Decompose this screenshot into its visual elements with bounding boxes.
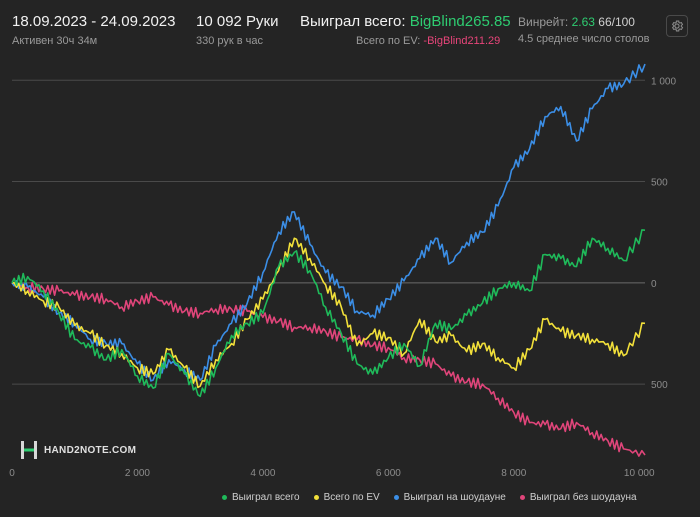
y-tick-label: 500 — [651, 178, 668, 189]
x-tick-label: 8 000 — [501, 468, 526, 479]
y-tick-label: 500 — [651, 380, 668, 391]
legend-dot — [313, 495, 319, 500]
hand2note-logo-icon — [21, 441, 37, 459]
total-won: Выиграл всего: BigBlind265.85 — [300, 13, 511, 30]
legend-label: Выиграл без шоудауна — [529, 492, 637, 503]
total-ev: Всего по EV: -BigBlind211.29 — [356, 35, 500, 47]
date-range: 18.09.2023 - 24.09.2023 — [12, 13, 176, 30]
hands-count: 10 092 Руки — [196, 13, 279, 30]
x-tick-label: 6 000 — [376, 468, 401, 479]
total-ev-value: -BigBlind211.29 — [423, 35, 501, 47]
series-line-non-showdown — [11, 281, 646, 457]
legend-item-won[interactable]: Выиграл всего — [222, 492, 300, 503]
series-line-won — [11, 229, 646, 398]
settings-button[interactable] — [666, 15, 688, 37]
grid — [12, 79, 645, 385]
legend-label: Всего по EV — [323, 492, 380, 503]
legend-label: Выиграл на шоудауне — [403, 492, 506, 503]
total-ev-label: Всего по EV: — [356, 35, 421, 47]
logo-text: HAND2NOTE.COM — [44, 444, 137, 456]
x-tick-label: 0 — [9, 468, 15, 479]
x-tick-label: 10 000 — [624, 468, 655, 479]
x-tick-label: 2 000 — [125, 468, 150, 479]
avg-tables: 4.5 среднее число столов — [518, 33, 650, 45]
legend-label: Выиграл всего — [232, 492, 300, 503]
gear-icon — [671, 20, 684, 32]
active-time: Активен 30ч 34м — [12, 35, 98, 47]
legend: Выиграл всего Всего по EV Выиграл на шоуда… — [222, 492, 637, 503]
total-won-value: BigBlind265.85 — [409, 13, 511, 30]
legend-dot — [222, 495, 227, 500]
logo: HAND2NOTE.COM — [20, 440, 136, 460]
y-axis-ticks: 1 000 500 0 500 — [651, 76, 676, 391]
winrate-label: Винрейт: — [518, 15, 569, 29]
series-line-showdown — [11, 63, 646, 382]
x-tick-label: 4 000 — [250, 468, 275, 479]
series-lines — [11, 63, 646, 457]
y-tick-label: 0 — [651, 279, 657, 290]
legend-dot — [393, 495, 399, 500]
y-tick-label: 1 000 — [651, 76, 676, 87]
hands-per-hour: 330 рук в час — [196, 35, 264, 47]
x-axis-ticks: 0 2 000 4 000 6 000 8 000 10 000 — [9, 468, 655, 479]
legend-item-ev[interactable]: Всего по EV — [313, 492, 380, 503]
winrate-extra: 66/100 — [598, 15, 635, 29]
legend-item-showdown[interactable]: Выиграл на шоудауне — [393, 492, 506, 503]
legend-item-non-showdown[interactable]: Выиграл без шоудауна — [519, 492, 637, 503]
winrate-value: 2.63 — [571, 15, 595, 29]
total-won-label: Выиграл всего: — [300, 13, 406, 30]
winrate: Винрейт: 2.63 66/100 — [518, 15, 635, 29]
legend-dot — [519, 495, 525, 500]
